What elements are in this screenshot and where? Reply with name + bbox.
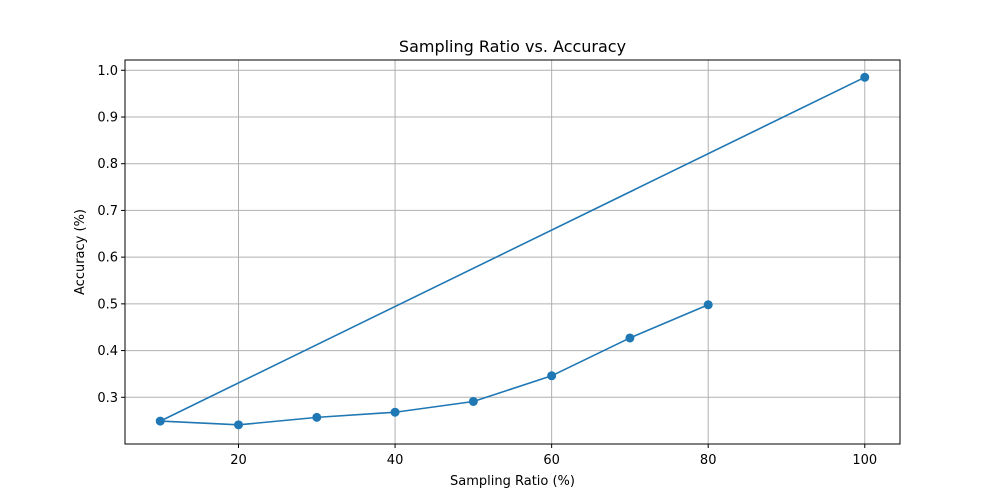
y-tick-label: 0.6 (97, 251, 118, 266)
y-tick-label: 0.3 (97, 391, 118, 406)
y-tick-label: 0.5 (97, 297, 118, 312)
plot-frame (124, 59, 901, 445)
data-point (625, 333, 635, 343)
y-axis-label: Accuracy (%) (73, 209, 88, 295)
axis-ticks: 20 40 60 80 100 0.3 0.4 0.5 0.6 0.7 0.8 0.9 1.0 (97, 64, 877, 468)
x-axis-label: Sampling Ratio (%) (450, 474, 575, 489)
data-point (155, 416, 165, 426)
x-tick-label: 60 (543, 453, 560, 468)
x-tick-label: 20 (230, 453, 247, 468)
grid-lines (125, 60, 900, 444)
data-point (860, 72, 870, 82)
data-point (468, 396, 478, 406)
y-tick-label: 0.7 (97, 204, 118, 219)
x-tick-label: 100 (852, 453, 877, 468)
series-layer (155, 72, 870, 430)
x-tick-label: 80 (700, 453, 717, 468)
y-tick-label: 0.4 (97, 344, 118, 359)
y-tick-label: 0.9 (97, 110, 118, 125)
chart-title: Sampling Ratio vs. Accuracy (399, 37, 626, 56)
data-point (547, 371, 557, 381)
y-tick-label: 0.8 (97, 157, 118, 172)
data-point (234, 420, 244, 430)
data-point (703, 300, 713, 310)
data-point (312, 412, 322, 422)
x-tick-label: 40 (387, 453, 404, 468)
data-point (390, 407, 400, 417)
y-tick-label: 1.0 (97, 64, 118, 79)
